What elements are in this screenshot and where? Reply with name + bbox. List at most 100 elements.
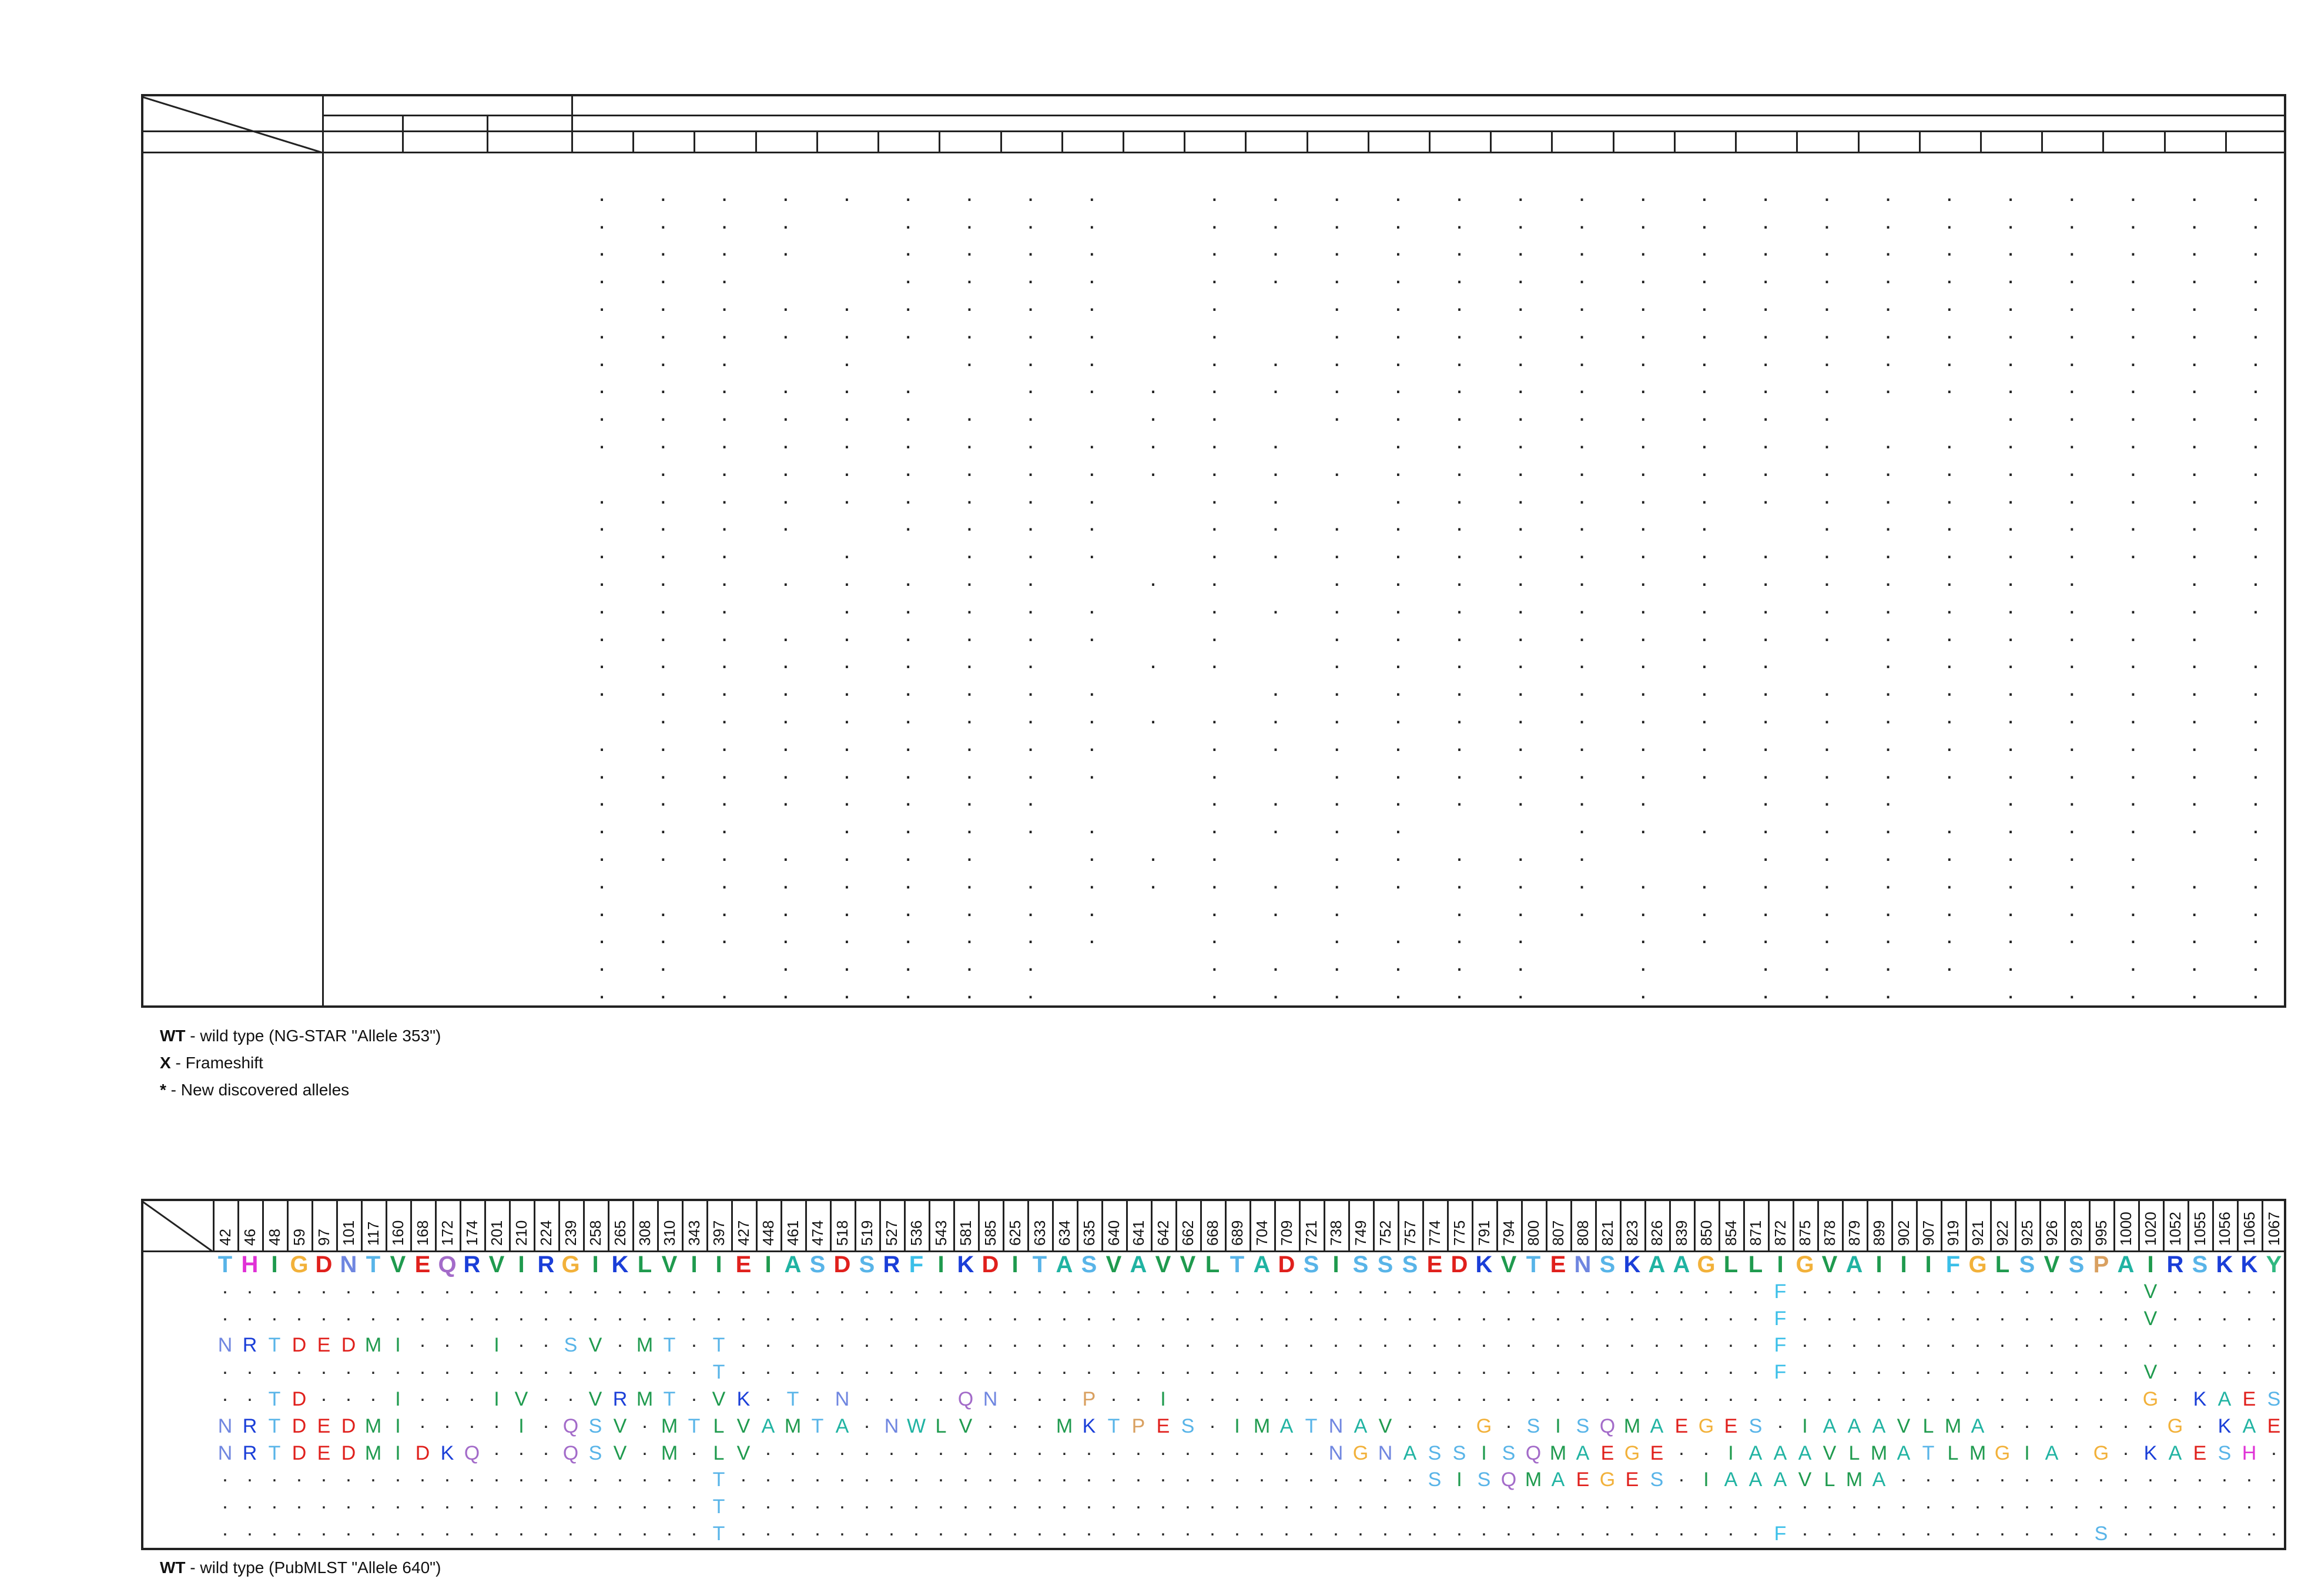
- identity-dot: .: [2007, 620, 2014, 646]
- amino-acid-substitution: N: [217, 1334, 233, 1357]
- identity-dot: .: [1530, 1383, 1536, 1406]
- identity-dot: .: [1762, 400, 1769, 427]
- identity-dot: .: [1823, 428, 1830, 454]
- identity-dot: .: [1762, 620, 1769, 646]
- identity-dot: .: [963, 1356, 969, 1379]
- identity-dot: .: [272, 1491, 277, 1514]
- identity-dot: .: [1762, 180, 1769, 206]
- identity-dot: .: [2024, 1464, 2030, 1487]
- position-col-divider: [2237, 1199, 2239, 1250]
- identity-dot: .: [1578, 730, 1586, 756]
- position-header: 928: [2068, 1220, 2085, 1246]
- identity-dot: .: [469, 1518, 475, 1540]
- identity-dot: .: [913, 1356, 919, 1379]
- wt-amino-acid: Q: [438, 1252, 457, 1278]
- amino-acid-substitution: D: [292, 1334, 307, 1357]
- identity-dot: .: [1604, 1356, 1610, 1379]
- identity-dot: .: [1308, 1518, 1314, 1540]
- position-col-divider: [2212, 1199, 2214, 1250]
- position-header: 640: [1105, 1220, 1123, 1246]
- identity-dot: .: [1456, 455, 1463, 481]
- position-col-divider: [1122, 130, 1124, 152]
- identity-dot: .: [1517, 648, 1524, 674]
- identity-dot: .: [2068, 840, 2075, 866]
- position-col-divider: [1245, 130, 1247, 152]
- position-col-divider: [1817, 1199, 1819, 1250]
- identity-dot: .: [1432, 1410, 1438, 1433]
- identity-dot: .: [518, 1356, 524, 1379]
- amino-acid-substitution: I: [518, 1414, 524, 1437]
- position-col-divider: [1151, 1199, 1153, 1250]
- identity-dot: .: [2271, 1275, 2277, 1298]
- identity-dot: .: [1395, 400, 1402, 427]
- identity-dot: .: [782, 730, 789, 756]
- identity-dot: .: [1334, 923, 1341, 949]
- identity-dot: .: [420, 1383, 426, 1406]
- identity-dot: .: [1395, 703, 1402, 729]
- identity-dot: .: [1407, 1383, 1413, 1406]
- identity-dot: .: [1578, 538, 1586, 564]
- identity-dot: .: [1555, 1356, 1561, 1379]
- identity-dot: .: [1950, 1275, 1956, 1298]
- identity-dot: .: [1517, 950, 1524, 977]
- identity-dot: .: [1885, 785, 1892, 812]
- position-col-divider: [1918, 130, 1921, 152]
- wt-amino-acid: T: [217, 1252, 233, 1278]
- identity-dot: .: [2191, 428, 2198, 454]
- identity-dot: .: [2068, 373, 2075, 399]
- identity-dot: .: [1185, 1329, 1191, 1352]
- identity-dot: .: [1701, 345, 1708, 371]
- identity-dot: .: [2098, 1329, 2104, 1352]
- amino-acid-substitution: V: [613, 1414, 627, 1437]
- identity-dot: .: [1027, 373, 1034, 399]
- amino-acid-substitution: M: [1845, 1468, 1863, 1491]
- identity-dot: .: [2073, 1410, 2079, 1433]
- identity-dot: .: [598, 785, 605, 812]
- identity-dot: .: [1885, 703, 1892, 729]
- identity-dot: .: [469, 1329, 475, 1352]
- identity-dot: .: [1160, 1302, 1166, 1325]
- identity-dot: .: [659, 950, 666, 977]
- identity-dot: .: [2068, 923, 2075, 949]
- identity-dot: .: [1027, 813, 1034, 839]
- amino-acid-substitution: N: [1328, 1441, 1344, 1464]
- identity-dot: .: [1640, 290, 1647, 316]
- identity-dot: .: [1517, 757, 1524, 784]
- identity-dot: .: [222, 1356, 228, 1379]
- position-col-divider: [805, 1199, 807, 1250]
- identity-dot: .: [2049, 1383, 2055, 1406]
- identity-dot: .: [913, 1383, 919, 1406]
- identity-dot: .: [1762, 565, 1769, 591]
- amino-acid-substitution: V: [514, 1388, 528, 1410]
- identity-dot: .: [1851, 1383, 1857, 1406]
- identity-dot: .: [2123, 1518, 2129, 1540]
- identity-dot: .: [2252, 345, 2259, 371]
- position-col-divider: [1324, 1199, 1325, 1250]
- identity-dot: .: [1111, 1518, 1117, 1540]
- identity-dot: .: [1762, 895, 1769, 921]
- identity-dot: .: [2129, 180, 2137, 206]
- identity-dot: .: [1753, 1302, 1758, 1325]
- identity-dot: .: [1135, 1275, 1141, 1298]
- identity-dot: .: [1456, 620, 1463, 646]
- identity-dot: .: [2068, 703, 2075, 729]
- identity-dot: .: [1506, 1302, 1512, 1325]
- identity-dot: .: [2068, 978, 2075, 1004]
- identity-dot: .: [1211, 923, 1218, 949]
- identity-dot: .: [1823, 510, 1830, 537]
- identity-dot: .: [2191, 263, 2198, 289]
- identity-dot: .: [815, 1329, 820, 1352]
- identity-dot: .: [1308, 1383, 1314, 1406]
- position-col-divider: [1768, 1199, 1770, 1250]
- identity-dot: .: [966, 923, 973, 949]
- identity-dot: .: [1027, 785, 1034, 812]
- identity-dot: .: [1876, 1329, 1882, 1352]
- identity-dot: .: [1517, 290, 1524, 316]
- identity-dot: .: [1555, 1491, 1561, 1514]
- identity-dot: .: [1395, 455, 1402, 481]
- position-col-divider: [1496, 1199, 1498, 1250]
- amino-acid-substitution: T: [811, 1414, 824, 1437]
- identity-dot: .: [1210, 1437, 1215, 1460]
- identity-dot: .: [1946, 482, 1953, 509]
- identity-dot: .: [1027, 703, 1034, 729]
